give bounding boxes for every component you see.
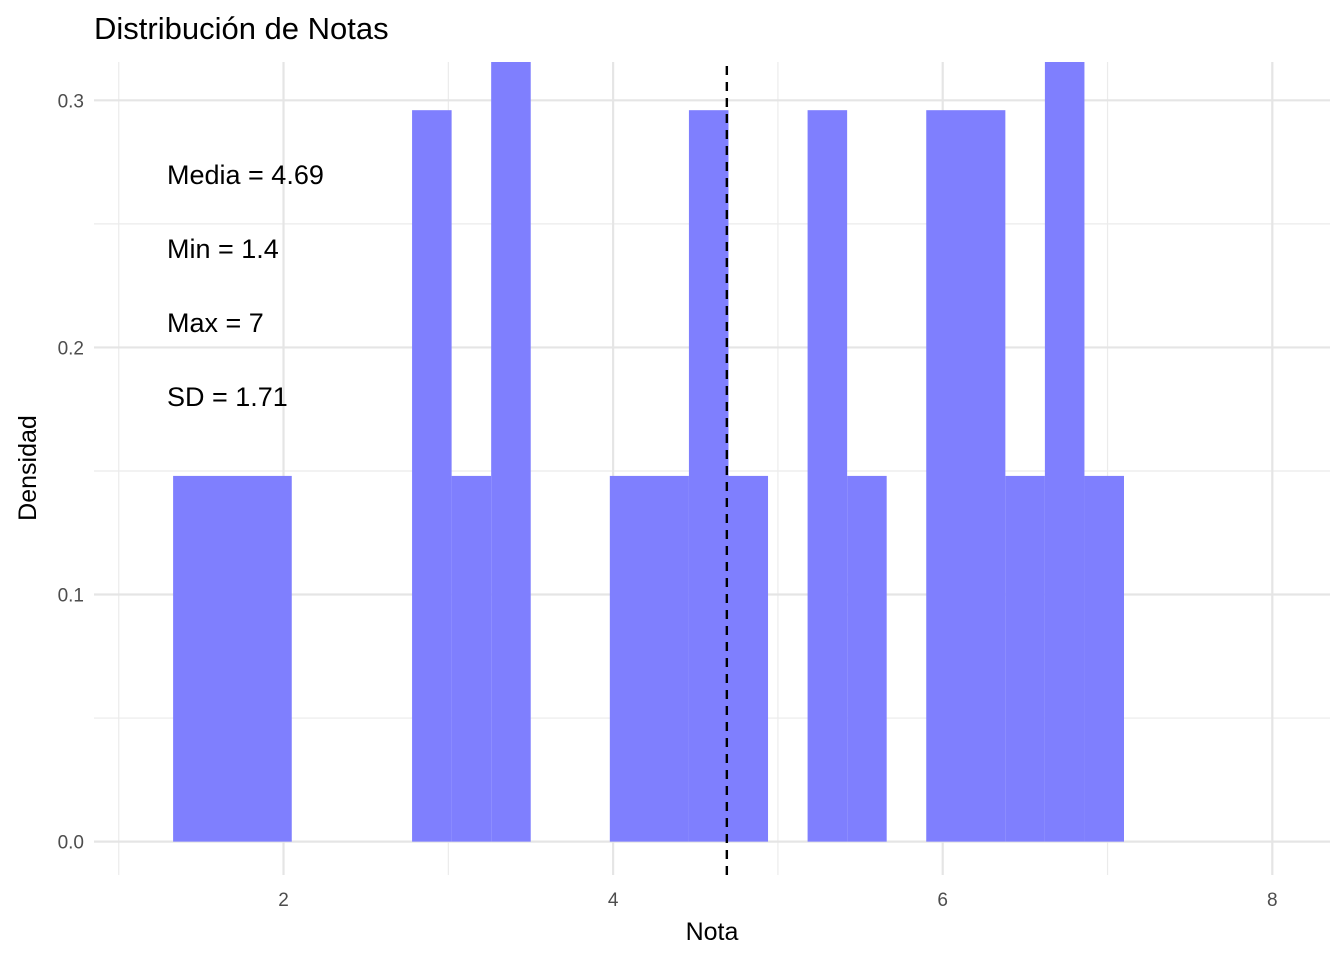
y-axis-title: Densidad	[14, 415, 42, 521]
stats-annotation: Max = 7	[167, 308, 264, 338]
histogram-bar	[926, 110, 1006, 842]
histogram-bar	[491, 62, 531, 842]
histogram-bars	[173, 62, 1124, 842]
tick-labels: 2 4 6 8 0.0 0.1 0.2 0.3	[58, 91, 1278, 911]
stats-annotation: Min = 1.4	[167, 234, 279, 264]
histogram-bar	[807, 110, 848, 842]
y-tick-label: 0.2	[58, 338, 84, 359]
histogram-bar	[412, 110, 452, 842]
histogram-bar	[451, 475, 492, 842]
histogram-bar	[173, 475, 292, 842]
y-tick-label: 0.3	[58, 91, 84, 112]
x-tick-label: 8	[1267, 890, 1278, 911]
chart-title: Distribución de Notas	[94, 11, 389, 46]
y-tick-label: 0.1	[58, 586, 84, 607]
x-axis-title: Nota	[686, 918, 739, 946]
stats-annotation: SD = 1.71	[167, 382, 288, 412]
y-tick-label: 0.0	[58, 833, 84, 854]
x-tick-label: 4	[608, 890, 619, 911]
stats-annotation: Media = 4.69	[167, 160, 324, 190]
histogram-bar	[728, 475, 769, 842]
x-tick-label: 2	[278, 890, 289, 911]
histogram-bar	[1084, 475, 1124, 842]
annotations: Media = 4.69 Min = 1.4 Max = 7 SD = 1.71	[167, 160, 324, 412]
histogram-bar	[1044, 62, 1085, 842]
x-tick-label: 6	[937, 890, 948, 911]
histogram-bar	[688, 110, 729, 842]
histogram-bar	[1005, 475, 1045, 842]
histogram-bar	[847, 475, 887, 842]
histogram-bar	[609, 475, 689, 842]
